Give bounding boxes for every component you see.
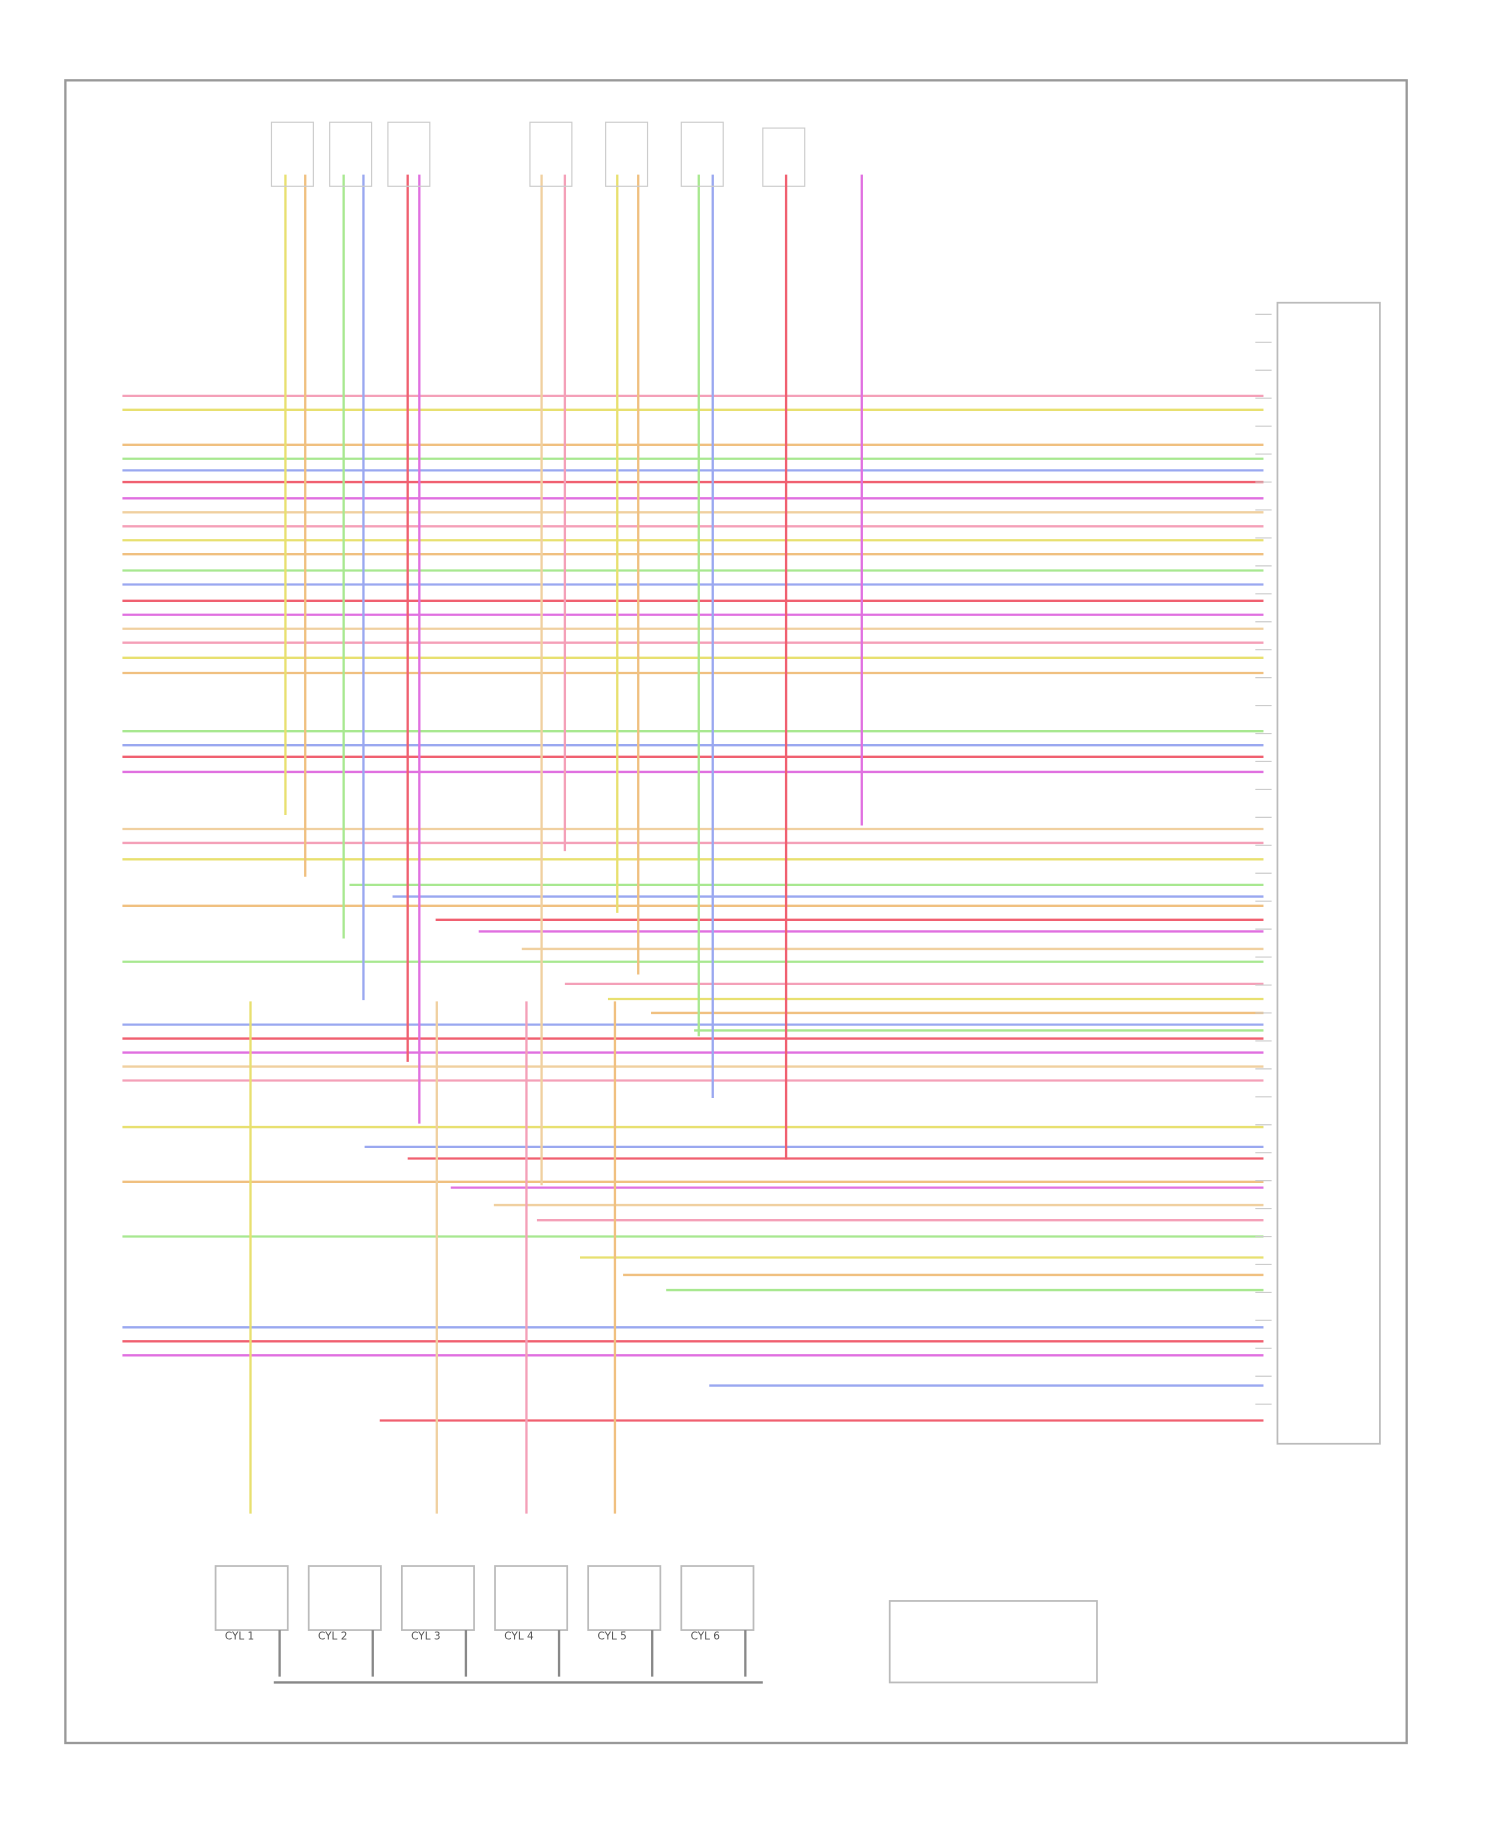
coil [307,1565,382,1631]
connector [329,121,373,187]
parts: CYL 1 CYL 2 CYL 3 CYL 4 CYL 5 CYL 6 [214,121,1272,1684]
coil-label: CYL 6 [691,1630,720,1642]
coil-label: CYL 1 [225,1630,254,1642]
coil-label: CYL 5 [597,1630,626,1642]
coil [214,1565,289,1631]
sensor-box [888,1600,1098,1684]
coil [587,1565,662,1631]
frame [64,79,1408,1745]
connector [270,121,314,187]
coil [680,1565,755,1631]
coil [400,1565,475,1631]
connector [680,121,724,187]
connector [387,121,431,187]
coil-label: CYL 3 [411,1630,440,1642]
connector [605,121,649,187]
sensor-connector [762,127,806,187]
ecm-box [1276,301,1381,1445]
connector [529,121,573,187]
coil [494,1565,569,1631]
coil-label: CYL 4 [504,1630,534,1642]
coil-label: CYL 2 [318,1630,347,1642]
wires [122,174,1264,1514]
